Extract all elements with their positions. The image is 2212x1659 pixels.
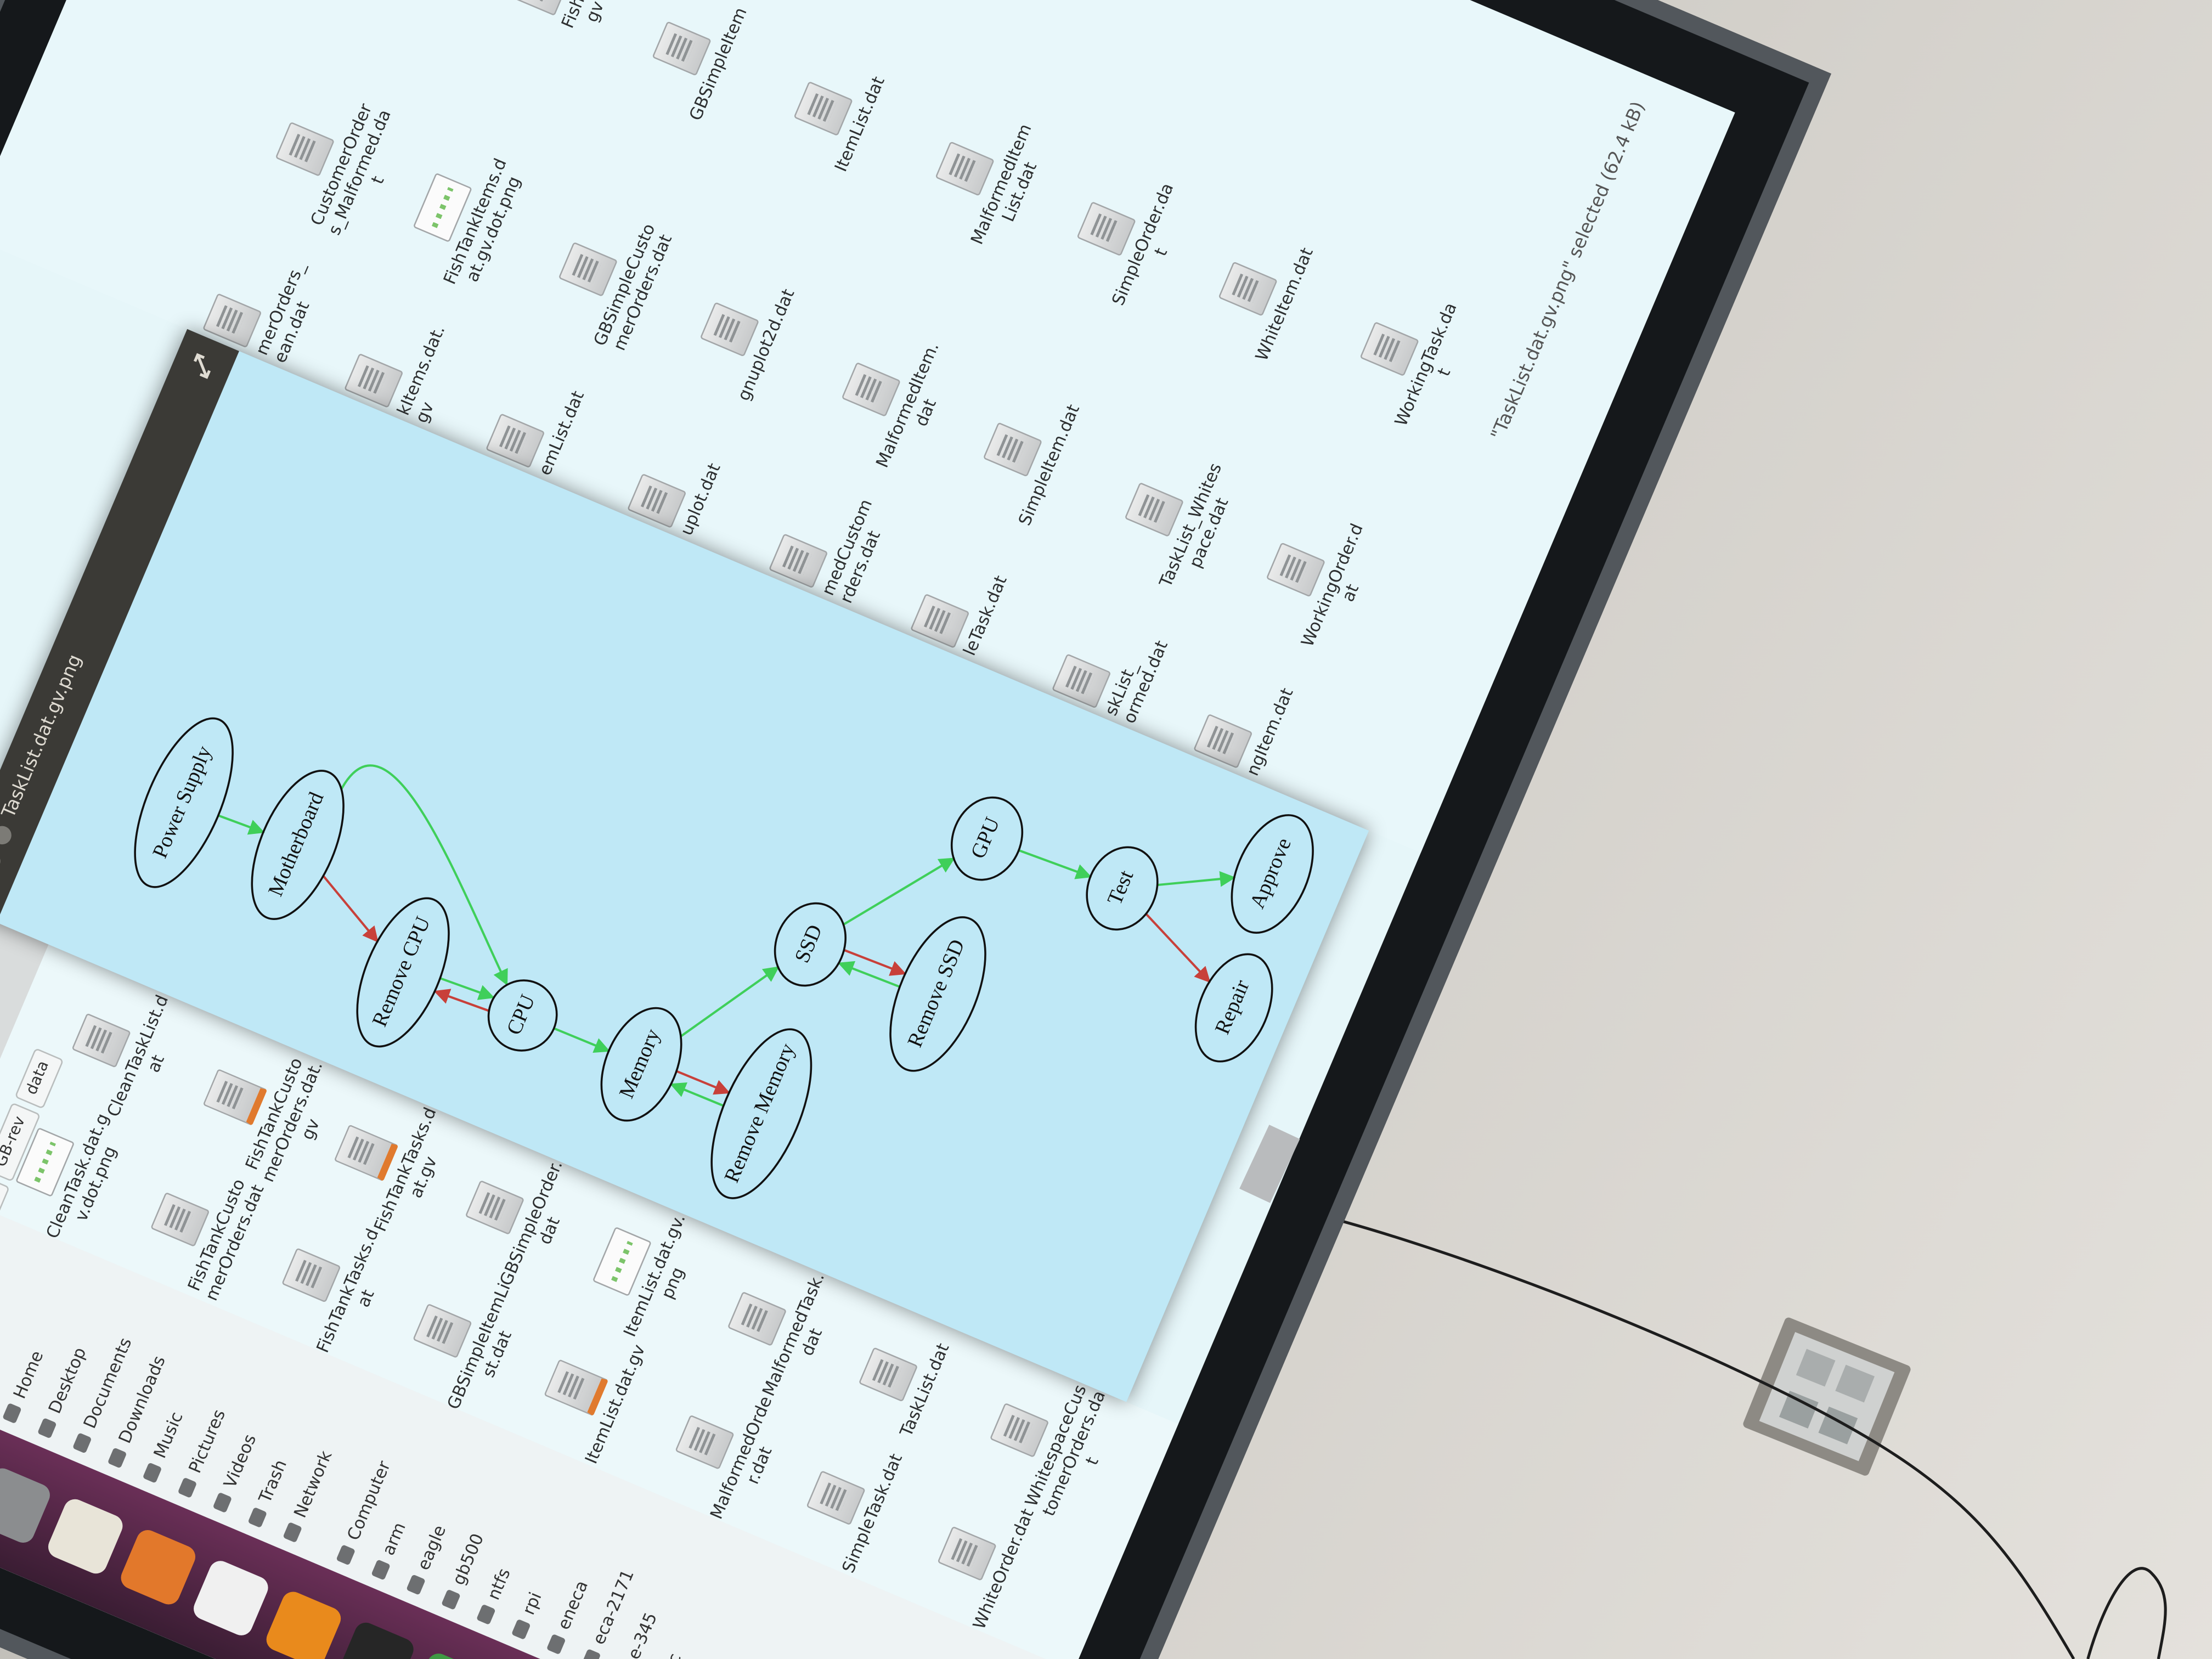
node	[950, 796, 1024, 881]
node	[251, 770, 345, 920]
edge	[676, 1070, 731, 1095]
edge	[218, 814, 265, 835]
title-bar: TaskList.dat.gv.png	[0, 329, 239, 923]
edge	[553, 1027, 611, 1053]
edge	[669, 1082, 724, 1107]
node	[1194, 953, 1273, 1063]
edge	[843, 857, 955, 926]
node	[134, 717, 234, 888]
edge	[439, 977, 495, 1000]
node	[710, 1028, 812, 1199]
node	[356, 897, 450, 1048]
node	[487, 979, 558, 1052]
node	[600, 1007, 682, 1122]
screen: Home Desktop Documents Downloads Music Pictur…	[0, 0, 1735, 1659]
edge	[1145, 913, 1211, 983]
node	[1231, 814, 1314, 934]
edge	[433, 989, 489, 1012]
edge	[838, 961, 900, 988]
wall-outlet	[1743, 1317, 1911, 1476]
node	[774, 902, 847, 987]
monitor-bezel: Home Desktop Documents Downloads Music Pictur…	[0, 0, 1831, 1659]
edge	[340, 764, 508, 986]
fullscreen-icon[interactable]	[184, 347, 221, 384]
node	[1086, 846, 1159, 931]
image-viewer: TaskList.dat.gv.png Power Supply Motherbo…	[0, 329, 1369, 1402]
cable	[2086, 1567, 2167, 1659]
edge	[322, 875, 379, 943]
edge	[680, 966, 780, 1037]
edge	[1018, 849, 1092, 879]
edge	[1157, 871, 1236, 887]
edge	[844, 949, 907, 976]
cable	[1311, 1211, 2075, 1659]
node	[889, 916, 986, 1072]
